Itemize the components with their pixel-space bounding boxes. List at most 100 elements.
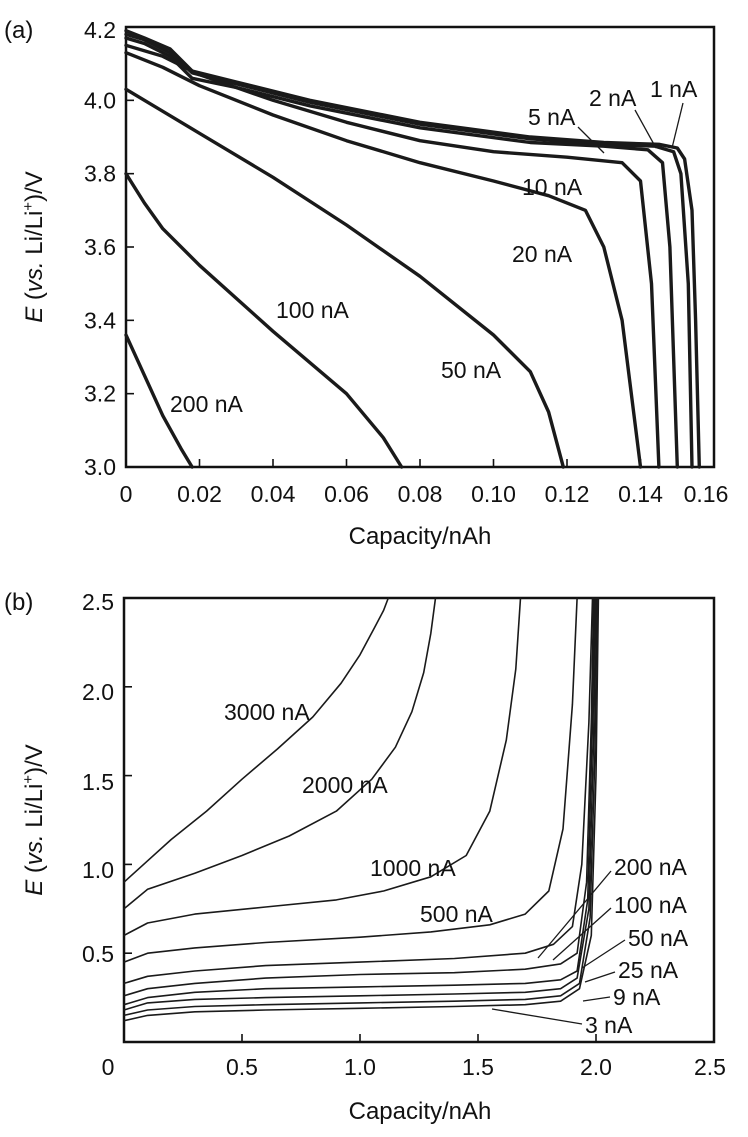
series-line-10nA [124, 43, 661, 469]
panel-label-a: (a) [4, 17, 33, 44]
series-line-50nA [123, 597, 596, 1006]
plot-area-b [122, 596, 716, 1044]
curve-label-100nA: 100 nA [614, 892, 688, 918]
series-line-2000nA [123, 597, 437, 910]
series-line-20nA [124, 51, 643, 469]
leader-2nA [634, 109, 657, 149]
x-tick-label: 0 [120, 481, 133, 507]
series-line-9nA [123, 597, 598, 1017]
curve-label-1nA: 1 nA [650, 76, 698, 102]
x-tick-label: 0.02 [177, 481, 222, 507]
series-line-3nA [123, 597, 600, 1022]
leader-50nA [581, 939, 626, 969]
x-tick-label: 0.12 [545, 481, 590, 507]
y-label-open: ( [21, 865, 48, 880]
curve-label-5nA: 5 nA [528, 104, 576, 130]
y-label-vs: vs. [21, 261, 48, 292]
leader-25nA [584, 971, 616, 983]
series-line-500nA [123, 597, 578, 963]
y-label-couple: Li/Li [21, 211, 48, 262]
curve-labels-b: 3000 nA 2000 nA 1000 nA 500 nA 200 nA 10… [224, 699, 689, 1038]
curves-a [124, 29, 701, 469]
y-label-vs: vs. [21, 834, 48, 865]
y-label-symbol: E [21, 306, 48, 323]
y-tick-labels-b: 0.5 1.0 1.5 2.0 2.5 [82, 589, 114, 967]
panel-b: (b) 0 0.5 1.0 1.5 2.0 2.5 0.5 1.0 1.5 2.… [4, 589, 726, 1125]
leader-200nA [537, 870, 612, 959]
y-tick-label: 3.4 [84, 307, 116, 333]
leader-3nA [491, 1008, 583, 1025]
x-tick-label: 0.04 [251, 481, 296, 507]
ticks-a [125, 26, 715, 468]
x-tick-label: 0.08 [398, 481, 443, 507]
curve-label-9nA: 9 nA [613, 984, 661, 1010]
x-tick-label: 1.0 [344, 1054, 376, 1080]
x-tick-label: 0.06 [324, 481, 369, 507]
y-tick-label: 3.6 [84, 234, 116, 260]
y-tick-label: 4.2 [84, 17, 116, 43]
y-label-superscript: + [20, 202, 37, 211]
curve-label-200nA: 200 nA [170, 391, 244, 417]
x-tick-label: 0 [102, 1054, 115, 1080]
series-line-50nA [124, 87, 565, 469]
y-label-superscript: + [20, 775, 37, 784]
y-tick-label: 3.8 [84, 161, 116, 187]
y-label-close: )/V [21, 744, 48, 775]
x-axis-label-a: Capacity/nAh [349, 523, 492, 550]
curve-label-20nA: 20 nA [512, 241, 573, 267]
x-tick-label: 0.10 [471, 481, 516, 507]
y-tick-label: 1.5 [82, 769, 114, 795]
y-tick-label: 1.0 [82, 857, 114, 883]
y-tick-labels-a: 3.0 3.2 3.4 3.6 3.8 4.0 4.2 [84, 17, 116, 480]
curve-label-200nA: 200 nA [614, 854, 688, 880]
y-tick-label: 3.0 [84, 454, 116, 480]
x-tick-label: 2.0 [580, 1054, 612, 1080]
series-line-100nA [124, 172, 404, 469]
x-tick-label: 2.5 [694, 1054, 726, 1080]
curve-label-3000nA: 3000 nA [224, 699, 310, 725]
leader-1nA [671, 102, 684, 149]
leader-5nA [577, 126, 605, 154]
leader-9nA [582, 996, 611, 1002]
y-axis-label-b: E (vs. Li/Li+)/V [20, 744, 48, 896]
curve-label-3nA: 3 nA [585, 1012, 633, 1038]
curve-label-2000nA: 2000 nA [302, 772, 388, 798]
x-tick-label: 1.5 [462, 1054, 494, 1080]
y-tick-label: 2.5 [82, 589, 114, 615]
series-line-200nA [124, 333, 194, 469]
plot-area-a [124, 25, 716, 469]
series-line-200nA [123, 597, 594, 985]
curve-label-50nA: 50 nA [628, 925, 689, 951]
curve-label-25nA: 25 nA [618, 957, 679, 983]
y-label-close: )/V [21, 171, 48, 202]
curve-label-2nA: 2 nA [589, 85, 637, 111]
y-label-open: ( [21, 292, 48, 307]
series-line-100nA [123, 597, 595, 997]
series-line-3000nA [123, 597, 390, 883]
series-line-1000nA [123, 597, 522, 937]
panel-a: (a) 0 0.02 0.04 0.06 0.08 0.10 0.12 0.14… [4, 17, 728, 550]
x-axis-label-b: Capacity/nAh [349, 1098, 492, 1125]
ticks-b [123, 597, 715, 1042]
y-tick-label: 4.0 [84, 87, 116, 113]
label-leaders-b [491, 870, 626, 1025]
curve-label-10nA: 10 nA [522, 174, 583, 200]
curves-b [123, 597, 600, 1022]
series-line-25nA [123, 597, 597, 1011]
leader-100nA [552, 907, 612, 961]
series-line-2nA [124, 32, 694, 469]
series-line-5nA [124, 36, 679, 469]
series-line-1nA [124, 29, 701, 469]
y-tick-label: 3.2 [84, 381, 116, 407]
curve-label-500nA: 500 nA [420, 901, 494, 927]
y-label-couple: Li/Li [21, 784, 48, 835]
x-tick-labels-b: 0 0.5 1.0 1.5 2.0 2.5 [102, 1054, 726, 1080]
curve-label-1000nA: 1000 nA [370, 855, 456, 881]
x-tick-labels-a: 0 0.02 0.04 0.06 0.08 0.10 0.12 0.14 0.1… [120, 481, 729, 507]
x-tick-label: 0.14 [618, 481, 663, 507]
label-leaders-a [577, 102, 684, 154]
y-tick-label: 2.0 [82, 679, 114, 705]
curve-labels-a: 1 nA 2 nA 5 nA 10 nA 20 nA 50 nA 100 nA … [170, 76, 698, 417]
y-tick-label: 0.5 [82, 941, 114, 967]
